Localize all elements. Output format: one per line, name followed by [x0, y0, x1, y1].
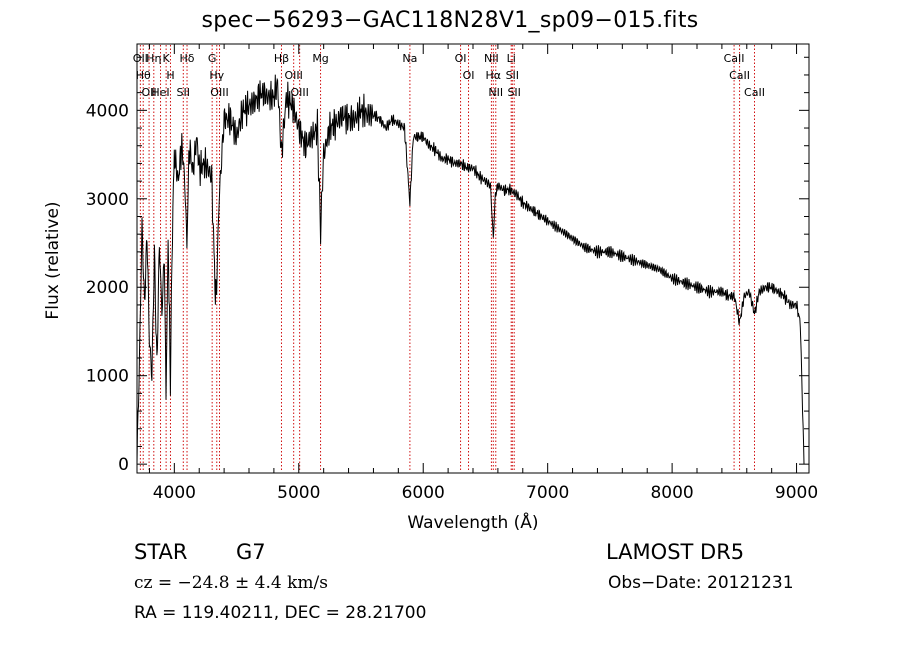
spectral-line-label: Li	[507, 52, 516, 65]
spectral-line-label: OIII	[210, 86, 228, 99]
object-class: STAR	[134, 540, 188, 564]
spectral-line-label: SII	[507, 86, 520, 99]
x-tick-label: 6000	[402, 483, 445, 503]
x-tick-label: 5000	[277, 483, 320, 503]
spectral-line-label: NII	[488, 86, 503, 99]
spectral-line-label: Na	[402, 52, 417, 65]
plot-frame	[136, 43, 810, 474]
object-subclass: G7	[236, 540, 266, 564]
spectral-line-label: Hδ	[180, 52, 195, 65]
spectral-line-label: OIII	[284, 69, 302, 82]
y-tick-label: 4000	[86, 101, 129, 121]
spectral-line-label: SII	[177, 86, 190, 99]
observation-date: Obs−Date: 20121231	[608, 573, 794, 593]
spectral-line-label: CaII	[724, 52, 745, 65]
spectral-line-label: CaII	[729, 69, 750, 82]
y-tick-label: 3000	[86, 190, 129, 210]
x-tick-label: 8000	[650, 483, 693, 503]
redshift-readout: cz = −24.8 ± 4.4 km/s	[134, 573, 328, 593]
chart-title: spec−56293−GAC118N28V1_sp09−015.fits	[201, 8, 699, 33]
spectral-line-label: OI	[463, 69, 475, 82]
x-tick-label: 4000	[153, 483, 196, 503]
coordinates: RA = 119.40211, DEC = 28.21700	[134, 603, 427, 623]
survey-name: LAMOST DR5	[606, 540, 745, 564]
spectral-line-label: NII	[484, 52, 499, 65]
spectral-line-label: K	[163, 52, 171, 65]
x-tick-label: 7000	[526, 483, 569, 503]
x-tick-label: 9000	[775, 483, 818, 503]
spectral-line-label: HeI	[151, 86, 169, 99]
spectral-line-label: OIII	[290, 86, 308, 99]
spectrum-line	[136, 74, 805, 465]
spectral-line-label: H	[166, 69, 174, 82]
y-tick-label: 1000	[86, 367, 129, 387]
spectral-line-label: Hβ	[274, 52, 289, 65]
y-axis-label: Flux (relative)	[43, 201, 63, 319]
spectral-line-label: OII	[141, 86, 156, 99]
spectral-line-label: SII	[506, 69, 519, 82]
spectral-line-label: Hη	[146, 52, 161, 65]
spectral-line-label: CaII	[744, 86, 765, 99]
spectral-line-label: Hθ	[136, 69, 151, 82]
spectral-line-label: OI	[455, 52, 467, 65]
spectral-line-label: Mg	[312, 52, 328, 65]
x-axis-label: Wavelength (Å)	[407, 511, 538, 533]
spectral-line-label: G	[208, 52, 217, 65]
y-tick-label: 2000	[86, 278, 129, 298]
spectral-line-label: Hγ	[209, 69, 224, 82]
spectral-line-label: Hα	[486, 69, 502, 82]
y-tick-label: 0	[118, 455, 129, 475]
